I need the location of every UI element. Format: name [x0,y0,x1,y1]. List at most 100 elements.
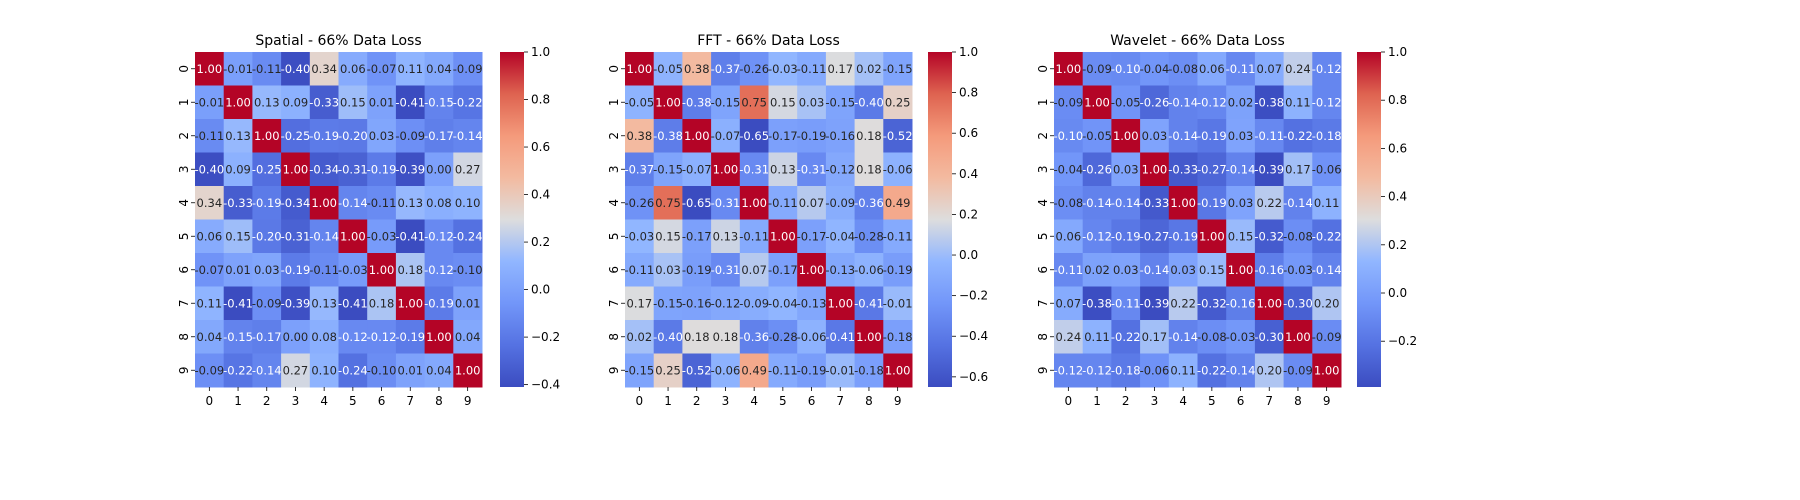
heatmap-cell [1197,286,1227,321]
heatmap-cell [711,152,741,187]
heatmap-cell [309,253,339,287]
heatmap-cell [1283,286,1313,321]
cell-value-label: 0.03 [1170,263,1196,277]
cell-value-label: 1.00 [1199,229,1225,243]
cell-value-label: -0.32 [1197,296,1227,310]
heatmap-cell [883,286,913,321]
cell-value-label: -0.14 [1226,363,1256,377]
heatmap-cell [367,52,397,86]
heatmap-cell [1168,119,1198,153]
heatmap-cell [1254,353,1285,388]
heatmap-cell [453,286,483,321]
heatmap-cell [739,253,769,287]
heatmap-cell [1197,52,1227,86]
cell-value-label: -0.12 [338,330,368,344]
cell-value-label: -0.16 [1226,296,1256,310]
heatmap-cell [1054,85,1084,120]
cell-value-label: -0.14 [309,229,339,243]
cell-value-label: -0.11 [1254,129,1284,143]
cell-value-label: -0.09 [252,296,282,310]
y-tick-label: 6 [177,266,191,274]
cell-value-label: -0.39 [395,162,425,176]
heatmap-cell [1283,253,1313,287]
heatmap-cell [854,119,884,153]
cell-value-label: 0.02 [1228,95,1254,109]
heatmap-cell [1111,186,1141,220]
cell-value-label: 0.13 [713,229,739,243]
heatmap-cell [1197,219,1227,254]
heatmap-cell [768,253,798,287]
heatmap-cell [682,186,712,220]
heatmap-cell [825,253,856,287]
heatmap-cell [453,85,483,120]
cell-value-label: 0.07 [799,196,825,210]
colorbar-tick-label: 0.0 [531,283,550,297]
heatmap-cell [1168,85,1198,120]
heatmap-cell [883,353,913,388]
cell-value-label: 0.07 [1256,62,1282,76]
heatmap-cell [1312,52,1342,86]
heatmap-cell [797,353,827,388]
colorbar-tick-label: 1.0 [531,45,550,59]
heatmap-cell [883,119,913,153]
y-tick-label: 3 [1036,165,1050,173]
heatmap-cell [395,52,426,86]
heatmap-cell [1312,119,1342,153]
cell-value-label: -0.38 [1082,296,1112,310]
cell-value-label: 0.17 [1285,162,1311,176]
cell-value-label: -0.19 [1168,229,1198,243]
heatmap-cell [1312,85,1342,120]
cell-value-label: -0.14 [1168,129,1198,143]
heatmap-cell [453,119,483,153]
x-tick-label: 4 [1179,394,1187,408]
y-tick-label: 9 [1036,366,1050,374]
heatmap-cell [338,219,368,254]
cell-value-label: 0.18 [713,330,739,344]
heatmap-cell [653,320,683,354]
cell-value-label: -0.12 [1312,95,1342,109]
heatmap-cell [797,219,827,254]
cell-value-label: 1.00 [713,162,739,176]
cell-value-label: -0.18 [883,330,913,344]
cell-value-label: 0.03 [1142,129,1168,143]
cell-value-label: -0.17 [424,129,454,143]
cell-value-label: -0.37 [711,62,741,76]
cell-value-label: -0.01 [883,296,913,310]
y-tick-label: 6 [607,266,621,274]
cell-value-label: -0.19 [1197,196,1227,210]
heatmap-cell [1082,353,1112,388]
heatmap-cell [1226,286,1256,321]
heatmap-cell [1082,152,1112,187]
cell-value-label: -0.04 [1053,162,1083,176]
cell-value-label: -0.16 [682,296,712,310]
cell-value-label: 0.08 [311,330,337,344]
y-tick-label: 4 [177,199,191,207]
cell-value-label: -0.25 [252,162,282,176]
cell-value-label: -0.33 [1168,162,1198,176]
heatmap-cell [1054,320,1084,354]
heatmap-cell [1283,353,1313,388]
heatmap-cell [1254,152,1285,187]
cell-value-label: -0.28 [768,330,798,344]
heatmap-cell [252,119,282,153]
heatmap-cell [1197,353,1227,388]
heatmap-cell [768,353,798,388]
heatmap-cell [395,253,426,287]
cell-value-label: -0.37 [624,162,654,176]
heatmap-cell [1082,52,1112,86]
cell-value-label: -0.10 [1111,62,1141,76]
heatmap-cell [252,219,282,254]
cell-value-label: 0.13 [397,196,423,210]
cell-value-label: -0.11 [768,363,798,377]
heatmap-cell [252,52,282,86]
heatmap-cell [854,320,884,354]
heatmap-cell [1312,353,1342,388]
colorbar-tick-label: −0.6 [959,370,988,384]
cell-value-label: 0.09 [283,95,309,109]
cell-value-label: -0.33 [1140,196,1170,210]
cell-value-label: 0.34 [311,62,337,76]
cell-value-label: -0.05 [624,95,654,109]
heatmap-cell [252,353,282,388]
cell-value-label: 0.11 [1170,363,1196,377]
